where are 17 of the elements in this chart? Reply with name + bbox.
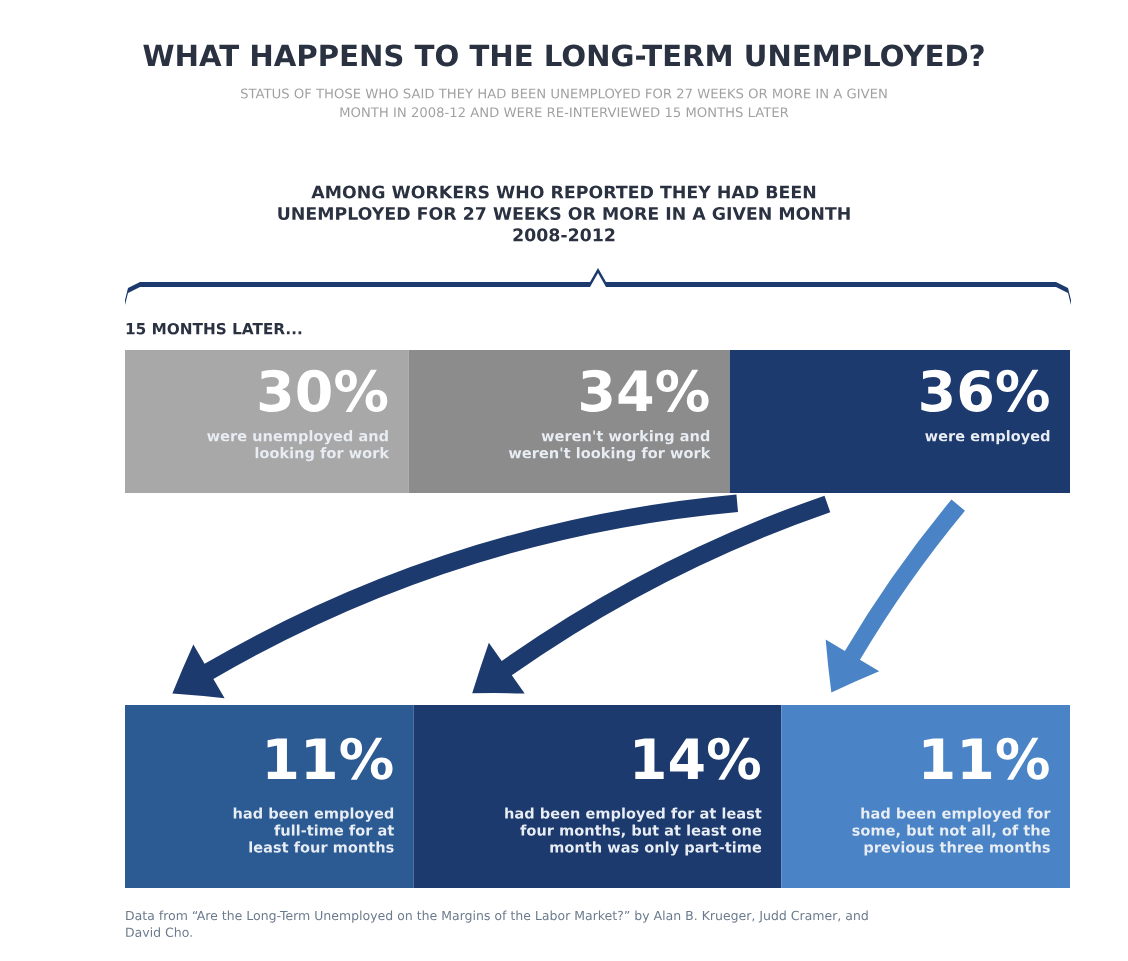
data-label: 14% — [635, 737, 761, 780]
data-label: 11% — [923, 737, 1049, 780]
series-label: weren't working and weren't looking for work — [508, 430, 711, 462]
chart-subtitle: STATUS OF THOSE WHO SAID THEY HAD BEEN UNEMPLOYED FOR 27 WEEKS OR MORE IN A GIVEN MONTH IN 2008-12 AND WERE RE-INTERVIEWED 15 MONTHS LATER — [241, 88, 887, 118]
series-label: were unemployed and looking for work — [207, 430, 390, 462]
series-label: had been employed full-time for at least four months — [233, 807, 394, 853]
text: AMONG WORKERS WHO REPORTED THEY HAD BEEN UNEMPLOYED FOR 27 WEEKS OR MORE IN A GIVEN MONTH 2008-2012 — [278, 185, 850, 242]
data-label: 30% — [259, 369, 388, 412]
text: Data from “Are the Long-Term Unemployed on the Margins of the Labor Market?” by Alan B. Krueger, Judd Cramer, and David Cho. — [126, 910, 868, 938]
series-label: were employed — [925, 430, 1050, 445]
series-label: had been employed for some, but not all, of the previous three months — [852, 807, 1051, 856]
data-label: 36% — [921, 369, 1049, 412]
series-label: had been employed for at least four months, but at least one month was only part-time — [505, 807, 762, 856]
text: 15 MONTHS LATER... — [126, 322, 302, 335]
data-label: 34% — [581, 369, 709, 412]
chart-title: WHAT HAPPENS TO THE LONG-TERM UNEMPLOYED? — [143, 44, 984, 67]
data-label: 11% — [267, 737, 393, 780]
